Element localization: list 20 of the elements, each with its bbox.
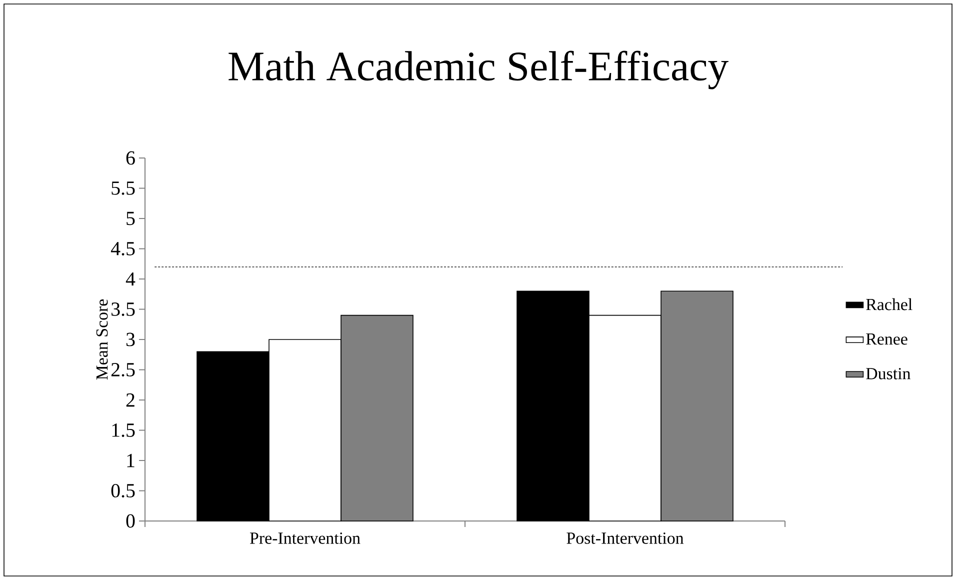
y-tick-label: 3 xyxy=(126,332,135,346)
y-tick-label: 5.5 xyxy=(112,182,135,195)
y-tick-label: 6 xyxy=(126,151,135,165)
y-tick-label: 4.5 xyxy=(110,242,135,256)
y-tick-label: 3.5 xyxy=(112,302,135,316)
y-tick-label: 1 xyxy=(127,454,134,468)
chart-title: Math Academic Self-Efficacy xyxy=(228,50,728,90)
y-tick-label: 4 xyxy=(126,272,136,286)
x-tick-label: Pre-Intervention xyxy=(250,532,360,544)
y-tick-label: 2 xyxy=(126,393,134,407)
y-tick-label: 1.5 xyxy=(112,424,135,437)
y-tick-label: 2.5 xyxy=(111,363,135,376)
y-axis-title: Mean Score xyxy=(96,299,108,380)
legend-label: Rachel xyxy=(866,298,912,310)
x-tick-label: Post-Intervention xyxy=(566,532,684,544)
legend-label: Dustin xyxy=(866,368,911,380)
y-tick-label: 0 xyxy=(126,514,135,528)
y-tick-label: 5 xyxy=(126,212,135,226)
y-tick-label: 0.5 xyxy=(111,484,135,498)
legend-label: Renee xyxy=(866,333,908,345)
